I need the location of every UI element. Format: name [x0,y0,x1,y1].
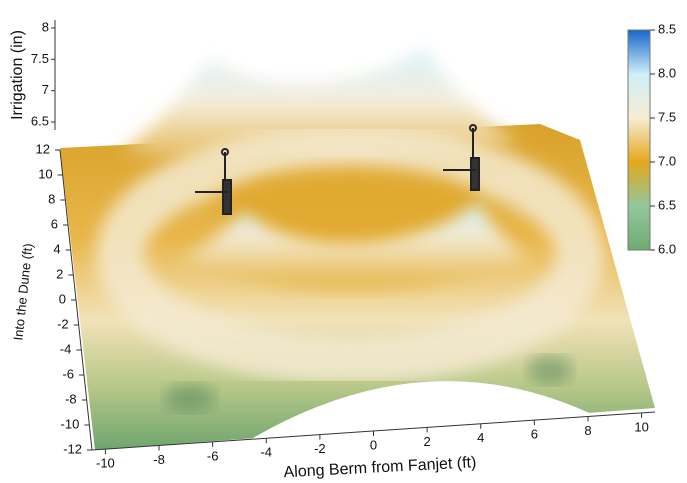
y-tick-label: 12 [36,141,50,156]
y-tick-label: -4 [60,341,72,356]
y-tick-label: -12 [63,441,82,456]
z-tick-label: 8 [42,19,49,34]
y-axis-title: Into the Dune (ft) [10,243,35,342]
y-tick-label: -6 [62,366,74,381]
x-tick-label: -4 [260,445,272,460]
colorbar-tick-label: 7.0 [658,153,676,168]
z-tick-label: 6.5 [31,113,49,128]
y-tick-label: 2 [56,266,63,281]
y-tick-label: -8 [65,391,77,406]
x-tick-label: -6 [207,448,219,463]
x-tick-label: 10 [634,419,648,434]
y-tick-label: -2 [57,316,69,331]
colorbar [628,30,650,250]
x-tick-label: 6 [531,427,538,442]
y-tick-label: 10 [38,166,52,181]
colorbar-tick-label: 8.5 [658,21,676,36]
colorbar-tick-label: 6.5 [658,197,676,212]
z-tick-label: 7 [42,82,49,97]
y-tick-label: 6 [51,216,58,231]
y-tick-label: 4 [53,241,60,256]
x-tick-label: -8 [153,452,165,467]
x-tick-label: 0 [370,437,377,452]
chart: Irrigation (in) Into the Dune (ft) Along… [0,0,687,483]
x-tick-label: -2 [314,441,326,456]
z-axis-title: Irrigation (in) [9,30,26,120]
y-tick-label: -10 [61,416,80,431]
colorbar-tick-label: 6.0 [658,241,676,256]
colorbar-tick-label: 7.5 [658,109,676,124]
x-tick-label: 8 [584,423,591,438]
colorbar-tick-label: 8.0 [658,65,676,80]
y-tick-label: 8 [48,191,55,206]
x-tick-label: 4 [477,430,484,445]
x-tick-label: -10 [96,456,115,471]
y-tick-label: 0 [59,291,66,306]
x-tick-label: 2 [424,434,431,449]
z-tick-label: 7.5 [31,51,49,66]
